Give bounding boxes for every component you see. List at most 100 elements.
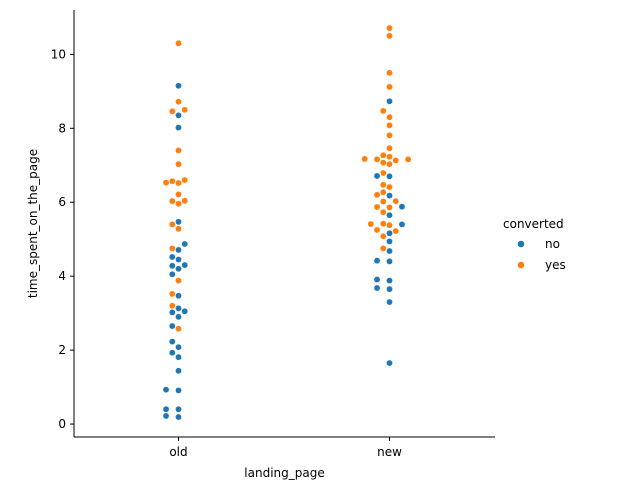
y-ticks: 0 2 4 6 8 10 bbox=[51, 47, 74, 431]
point-yes bbox=[175, 147, 182, 154]
point-yes bbox=[379, 208, 387, 216]
point-no bbox=[175, 124, 182, 131]
legend: converted no yes bbox=[503, 217, 566, 272]
point-no bbox=[175, 313, 182, 321]
point-yes bbox=[181, 176, 189, 184]
point-no bbox=[175, 246, 182, 254]
point-no bbox=[168, 262, 176, 270]
axes-layer: 0 2 4 6 8 10 old new landing_page time_spent_o… bbox=[26, 10, 495, 480]
point-no bbox=[168, 322, 176, 330]
point-no bbox=[175, 387, 182, 394]
point-yes bbox=[379, 169, 387, 177]
point-yes bbox=[361, 155, 368, 163]
point-no bbox=[175, 256, 182, 263]
point-no bbox=[373, 276, 381, 283]
x-ticks: old new bbox=[169, 437, 402, 459]
y-tick-label: 0 bbox=[58, 417, 66, 431]
point-yes bbox=[379, 181, 387, 189]
point-yes bbox=[379, 188, 387, 196]
point-yes bbox=[175, 325, 182, 332]
legend-label-no: no bbox=[545, 237, 560, 251]
point-yes bbox=[175, 277, 182, 284]
point-yes bbox=[379, 159, 387, 166]
point-no bbox=[386, 238, 393, 245]
point-yes bbox=[162, 179, 170, 186]
point-yes bbox=[379, 107, 387, 115]
legend-entries: no yes bbox=[517, 237, 566, 272]
point-yes bbox=[175, 225, 182, 233]
point-yes bbox=[373, 156, 381, 163]
point-yes bbox=[386, 32, 393, 40]
point-no bbox=[175, 367, 182, 375]
point-yes bbox=[175, 191, 182, 198]
point-yes bbox=[379, 220, 387, 227]
point-yes bbox=[373, 203, 381, 211]
point-no bbox=[175, 82, 182, 90]
point-yes bbox=[379, 245, 387, 252]
point-yes bbox=[392, 157, 400, 164]
point-yes bbox=[386, 183, 393, 191]
point-yes bbox=[379, 198, 387, 205]
x-tick-label: new bbox=[377, 445, 402, 459]
point-no bbox=[386, 258, 393, 265]
y-tick-label: 2 bbox=[58, 343, 66, 357]
point-no bbox=[386, 277, 393, 284]
point-no bbox=[168, 271, 176, 278]
point-no bbox=[386, 98, 393, 105]
point-no bbox=[175, 353, 182, 361]
point-no bbox=[373, 257, 381, 264]
point-yes bbox=[386, 144, 393, 152]
point-no bbox=[386, 285, 393, 293]
x-tick-label: old bbox=[169, 445, 187, 459]
point-no bbox=[175, 405, 182, 413]
legend-marker-yes bbox=[517, 261, 525, 269]
point-yes bbox=[386, 122, 393, 129]
point-no bbox=[175, 265, 182, 273]
point-yes bbox=[392, 227, 400, 235]
point-no bbox=[181, 308, 189, 315]
point-yes bbox=[386, 204, 393, 211]
y-tick-label: 6 bbox=[58, 195, 66, 209]
point-no bbox=[175, 218, 182, 226]
point-no bbox=[386, 192, 393, 199]
point-no bbox=[398, 221, 406, 228]
x-axis-label: landing_page bbox=[244, 466, 324, 480]
legend-label-yes: yes bbox=[545, 258, 566, 272]
point-no bbox=[168, 338, 176, 345]
point-yes bbox=[168, 245, 176, 252]
point-yes bbox=[175, 160, 182, 168]
point-yes bbox=[175, 200, 182, 208]
point-yes bbox=[168, 107, 176, 115]
point-yes bbox=[168, 221, 176, 228]
point-yes bbox=[373, 226, 381, 234]
y-tick-label: 4 bbox=[58, 269, 66, 283]
point-no bbox=[398, 203, 406, 210]
legend-title: converted bbox=[503, 217, 564, 231]
point-yes bbox=[168, 302, 176, 310]
point-no bbox=[162, 405, 170, 413]
point-yes bbox=[181, 197, 189, 205]
point-no bbox=[373, 172, 381, 180]
point-no bbox=[386, 359, 393, 367]
point-yes bbox=[386, 221, 393, 229]
point-no bbox=[162, 412, 170, 420]
point-yes bbox=[386, 153, 393, 161]
point-yes bbox=[379, 232, 387, 240]
legend-marker-no bbox=[517, 240, 525, 248]
point-yes bbox=[386, 69, 393, 77]
point-no bbox=[162, 386, 170, 393]
point-no bbox=[175, 305, 182, 312]
point-no bbox=[175, 413, 182, 421]
point-no bbox=[386, 211, 393, 219]
point-no bbox=[386, 298, 393, 306]
point-yes bbox=[392, 197, 400, 205]
point-yes bbox=[175, 39, 182, 47]
point-yes bbox=[386, 83, 393, 91]
point-yes bbox=[181, 106, 189, 114]
point-yes bbox=[367, 220, 375, 228]
point-yes bbox=[386, 24, 393, 32]
point-no bbox=[181, 261, 189, 269]
point-yes bbox=[379, 151, 387, 159]
